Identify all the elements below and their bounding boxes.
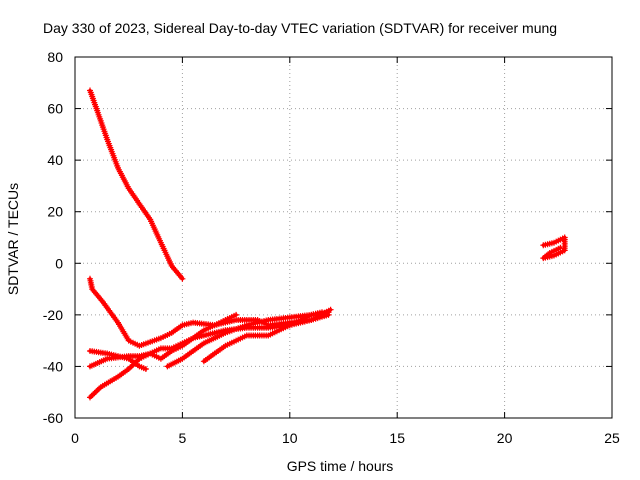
series-track-8 — [540, 234, 568, 262]
y-tick-label: -20 — [43, 307, 63, 323]
data-point — [319, 309, 325, 316]
x-axis: 0 5 10 15 20 25 — [71, 57, 620, 446]
data-point — [142, 366, 149, 372]
y-axis: -60 -40 -20 0 20 40 60 80 — [43, 49, 612, 426]
series-track-5 — [87, 311, 240, 370]
y-tick-label: 0 — [55, 255, 63, 271]
grid — [75, 57, 612, 418]
chart-title: Day 330 of 2023, Sidereal Day-to-day VTE… — [43, 20, 557, 36]
y-tick-label: -40 — [43, 358, 63, 374]
data-point — [557, 244, 564, 251]
x-tick-label: 20 — [497, 430, 513, 446]
x-axis-label: GPS time / hours — [287, 458, 394, 474]
series-track-7 — [200, 309, 325, 365]
x-tick-label: 25 — [604, 430, 620, 446]
x-tick-label: 5 — [179, 430, 187, 446]
x-tick-label: 0 — [71, 430, 79, 446]
data-layer — [87, 87, 568, 401]
y-tick-label: 60 — [47, 101, 63, 117]
y-tick-label: 20 — [47, 204, 63, 220]
data-point — [233, 311, 240, 318]
x-tick-label: 15 — [389, 430, 405, 446]
y-tick-label: -60 — [43, 410, 63, 426]
series-track-1 — [87, 87, 186, 282]
y-axis-label: SDTVAR / TECUs — [5, 183, 21, 295]
data-point — [325, 309, 332, 316]
data-point — [179, 275, 186, 282]
x-tick-label: 10 — [282, 430, 298, 446]
y-tick-label: 40 — [47, 152, 63, 168]
series-track-6 — [164, 309, 332, 370]
y-tick-label: 80 — [47, 49, 63, 65]
plot-frame — [74, 56, 613, 419]
